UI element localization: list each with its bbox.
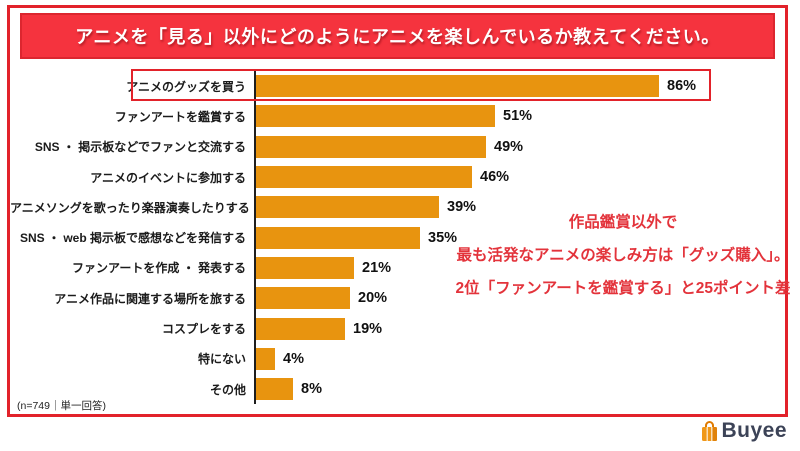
category-label: アニメ作品に関連する場所を旅する [54,291,246,306]
bar-chart: アニメのグッズを買う 86% ファンアートを鑑賞する 51% SNS ・ 掲示板などでフ… [10,68,790,405]
chart-row: SNS ・ 掲示板などでファンと交流する 49% [10,131,790,162]
chart-row: ファンアートを鑑賞する 51% [10,101,790,132]
category-label: ファンアートを作成 ・ 発表する [72,261,246,276]
chart-row: コスプレをする 19% [10,313,790,344]
annotation-line-2: 最も活発なアニメの楽しみ方は「グッズ購入」。 [456,247,790,264]
value-label: 39% [447,199,477,216]
category-label: SNS ・ 掲示板などでファンと交流する [34,140,246,155]
annotation-line-1: 作品鑑賞以外で [568,214,678,231]
bar-area: 39% [254,192,790,223]
value-label: 51% [503,108,533,125]
bar-area: 35% [254,222,790,253]
category-label: その他 [209,382,246,397]
buyee-logo-text: Buyee [721,419,787,442]
bar [256,75,659,98]
insight-annotation: 作品鑑賞以外で 最も活発なアニメの楽しみ方は「グッズ購入」。 2位「ファンアート… [452,206,794,305]
value-label: 8% [301,381,322,398]
bar [256,317,345,340]
bar-area: 4% [254,343,790,374]
question-title: アニメを「見る」以外にどのようにアニメを楽しんでいるか教えてください。 [75,27,720,47]
bar [256,378,293,401]
bar-area: 8% [254,373,790,405]
chart-row: アニメソングを歌ったり楽器演奏したりする 39% [10,192,790,223]
question-title-banner: アニメを「見る」以外にどのようにアニメを楽しんでいるか教えてください。 [20,13,775,59]
sample-size-note: (n=749｜単一回答) [17,400,106,412]
value-label: 49% [494,138,524,155]
bar-area: 20% [254,283,790,314]
bar [256,196,439,219]
bar-area: 51% [254,101,790,132]
bar [256,287,350,310]
value-label: 19% [353,320,383,337]
category-label: アニメソングを歌ったり楽器演奏したりする [10,200,250,215]
value-label: 86% [667,78,697,95]
value-label: 21% [362,259,392,276]
chart-row: SNS ・ web 掲示板で感想などを発信する 35% [10,222,790,253]
bar [256,347,275,370]
category-label: ファンアートを鑑賞する [114,109,246,124]
bar-area: 49% [254,131,790,162]
chart-row: ファンアートを作成 ・ 発表する 21% [10,252,790,284]
chart-row: アニメのイベントに参加する 46% [10,161,790,193]
shopping-bag-icon [702,421,718,441]
chart-row: 特にない 4% [10,343,790,374]
bar [256,256,354,279]
value-label: 20% [358,290,388,307]
category-label: 特にない [197,352,246,367]
chart-row: その他 8% [10,373,790,405]
bar [256,105,495,128]
bar-area: 19% [254,313,790,344]
outer-frame: アニメを「見る」以外にどのようにアニメを楽しんでいるか教えてください。 [7,5,788,417]
bar-area: 46% [254,161,790,193]
value-label: 46% [480,169,510,186]
category-label: アニメのイベントに参加する [90,170,246,185]
annotation-line-3: 2位「ファンアートを鑑賞する」と25ポイント差 [455,280,791,297]
bar [256,135,486,158]
buyee-logo: Buyee [701,419,787,443]
bar-area: 86% [254,71,790,102]
bar [256,226,420,249]
chart-row: アニメのグッズを買う 86% [10,68,790,102]
chart-row: アニメ作品に関連する場所を旅する 20% [10,283,790,314]
value-label: 35% [428,229,458,246]
category-label: アニメのグッズを買う [126,79,246,94]
category-label: SNS ・ web 掲示板で感想などを発信する [19,231,246,246]
bar-area: 21% [254,252,790,284]
bar [256,166,472,189]
value-label: 4% [283,350,304,367]
category-label: コスプレをする [161,322,246,337]
